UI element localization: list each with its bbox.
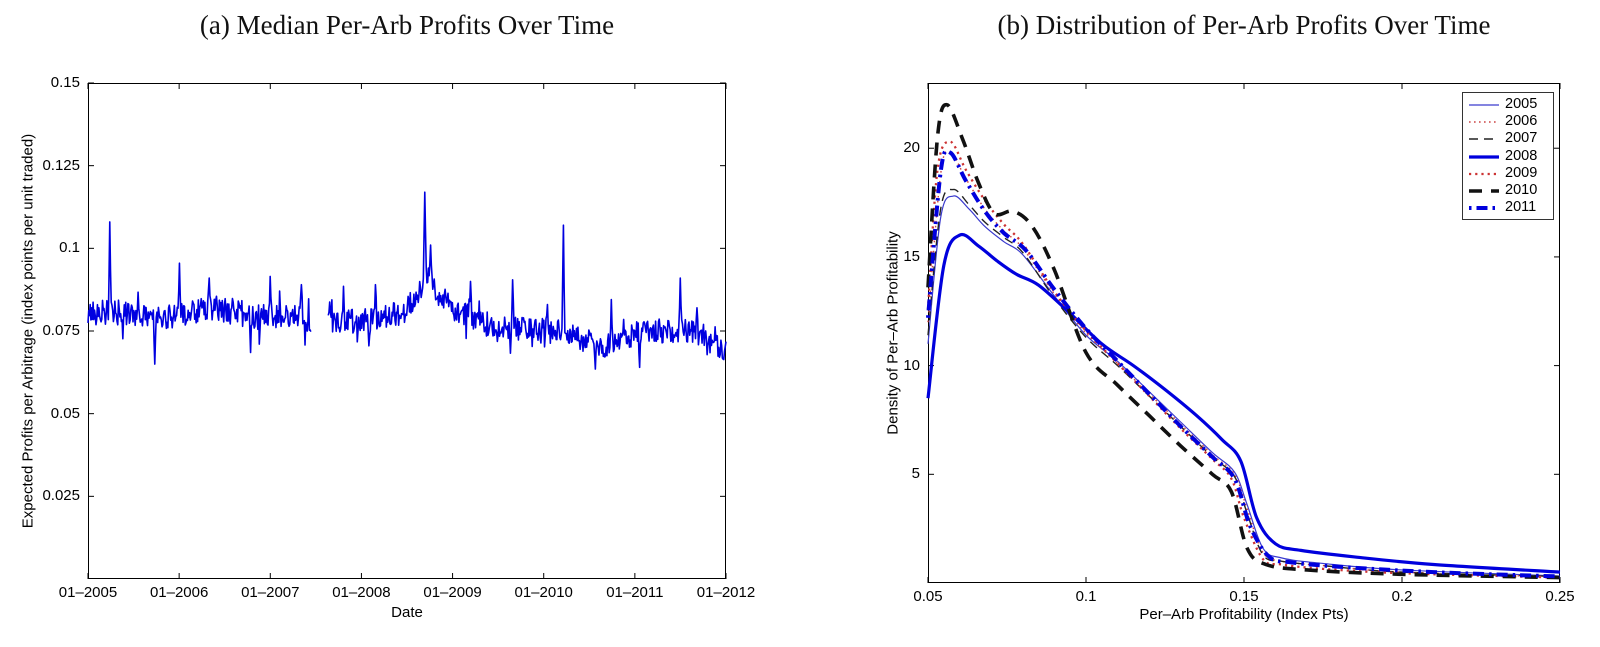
legend-entry-2009: 2009 [1468, 165, 1548, 182]
x-tick-label: 0.15 [1229, 588, 1259, 605]
legend-line-sample-2008 [1469, 155, 1499, 159]
y-tick-label: 0.15 [50, 74, 80, 91]
y-tick-label: 0.05 [50, 404, 80, 422]
x-tick-label: 0.2 [1391, 588, 1413, 605]
panel-b-plot-area [926, 83, 1561, 583]
panel-a-plot-area [87, 82, 727, 579]
y-tick-label: 0.125 [42, 156, 80, 174]
panel-b-xlabel: Per–Arb Profitability (Index Pts) [1139, 606, 1349, 623]
x-tick-label: 0.25 [1545, 588, 1575, 605]
x-tick-label: 01–2007 [241, 584, 300, 601]
legend-entry-label: 2008 [1505, 147, 1538, 164]
legend-line-sample-2010 [1469, 189, 1499, 193]
density-curve-2005 [927, 195, 1561, 577]
legend-entry-2006: 2006 [1468, 113, 1548, 130]
legend-line-sample-2009 [1469, 172, 1499, 175]
legend-line-sample-2011 [1469, 206, 1499, 211]
legend-entry-label: 2010 [1505, 182, 1538, 199]
legend-entry-label: 2007 [1505, 130, 1538, 147]
legend-line-sample-2005 [1469, 104, 1499, 106]
panel-b-title: (b) Distribution of Per-Arb Profits Over… [997, 10, 1491, 40]
legend-entry-2005: 2005 [1468, 96, 1548, 113]
legend-entry-label: 2009 [1505, 164, 1538, 181]
x-tick-label: 01–2005 [58, 584, 118, 601]
panel-a-title: (a) Median Per-Arb Profits Over Time [199, 10, 615, 40]
legend-entry-2010: 2010 [1468, 182, 1548, 199]
y-tick-label: 15 [903, 247, 920, 265]
x-tick-label: 01–2012 [696, 584, 756, 601]
y-tick-label: 0.075 [42, 322, 80, 339]
x-tick-label: 01–2009 [423, 584, 482, 601]
density-curve-2010 [926, 102, 1561, 580]
x-tick-label: 01–2011 [606, 584, 664, 601]
panel-a: (a) Median Per-Arb Profits Over Time Exp… [20, 10, 756, 621]
x-tick-label: 0.05 [913, 588, 943, 605]
legend-line-sample-2006 [1469, 121, 1499, 123]
x-tick-label: 0.1 [1075, 588, 1097, 605]
density-curve-2009 [926, 140, 1561, 579]
y-tick-label: 5 [911, 465, 920, 483]
panel-a-xlabel: Date [391, 604, 423, 621]
y-tick-label: 0.025 [42, 487, 80, 505]
panel-b: (b) Distribution of Per-Arb Profits Over… [800, 0, 1600, 647]
legend-entry-2007: 2007 [1468, 130, 1548, 147]
legend-entry-2011: 2011 [1468, 199, 1548, 216]
y-tick-label: 0.1 [59, 239, 80, 257]
legend-entry-label: 2011 [1505, 199, 1537, 216]
density-curve-2011 [926, 148, 1561, 579]
x-tick-label: 01–2010 [514, 584, 573, 601]
density-curve-2008 [926, 232, 1561, 574]
legend-line-sample-2007 [1469, 138, 1499, 141]
legend-entry-label: 2005 [1505, 96, 1538, 113]
y-tick-label: 20 [903, 139, 920, 157]
y-tick-label: 10 [903, 356, 920, 374]
legend: 2005 2006 2007 2008 2009 2010 2011 [1462, 92, 1554, 221]
x-tick-label: 01–2006 [149, 584, 209, 601]
x-tick-label: 01–2008 [332, 584, 391, 601]
legend-entry-2008: 2008 [1468, 148, 1548, 165]
legend-entry-label: 2006 [1505, 113, 1538, 130]
